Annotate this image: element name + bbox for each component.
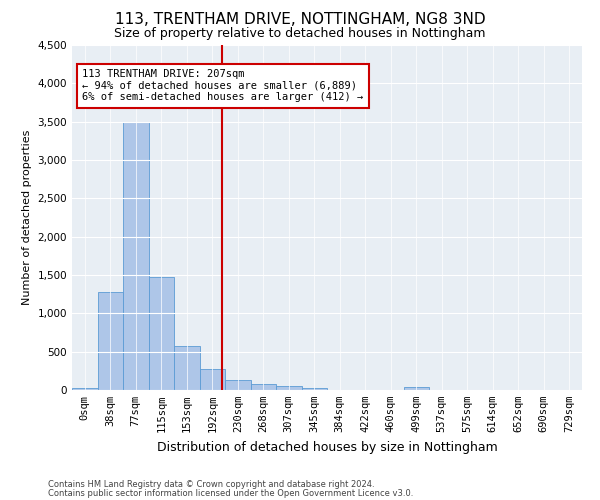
Y-axis label: Number of detached properties: Number of detached properties [22, 130, 32, 305]
Bar [72, 388, 97, 390]
Text: Size of property relative to detached houses in Nottingham: Size of property relative to detached ho… [114, 28, 486, 40]
Bar [251, 384, 276, 390]
Bar [225, 380, 251, 390]
Text: 113, TRENTHAM DRIVE, NOTTINGHAM, NG8 3ND: 113, TRENTHAM DRIVE, NOTTINGHAM, NG8 3ND [115, 12, 485, 28]
Bar [174, 346, 199, 390]
X-axis label: Distribution of detached houses by size in Nottingham: Distribution of detached houses by size … [157, 440, 497, 454]
Text: 113 TRENTHAM DRIVE: 207sqm
← 94% of detached houses are smaller (6,889)
6% of se: 113 TRENTHAM DRIVE: 207sqm ← 94% of deta… [82, 69, 364, 102]
Bar [404, 387, 429, 390]
Bar [97, 292, 123, 390]
Bar [149, 276, 174, 390]
Bar [123, 122, 149, 390]
Bar [276, 386, 302, 390]
Text: Contains HM Land Registry data © Crown copyright and database right 2024.: Contains HM Land Registry data © Crown c… [48, 480, 374, 489]
Bar [199, 370, 225, 390]
Bar [302, 388, 327, 390]
Text: Contains public sector information licensed under the Open Government Licence v3: Contains public sector information licen… [48, 488, 413, 498]
